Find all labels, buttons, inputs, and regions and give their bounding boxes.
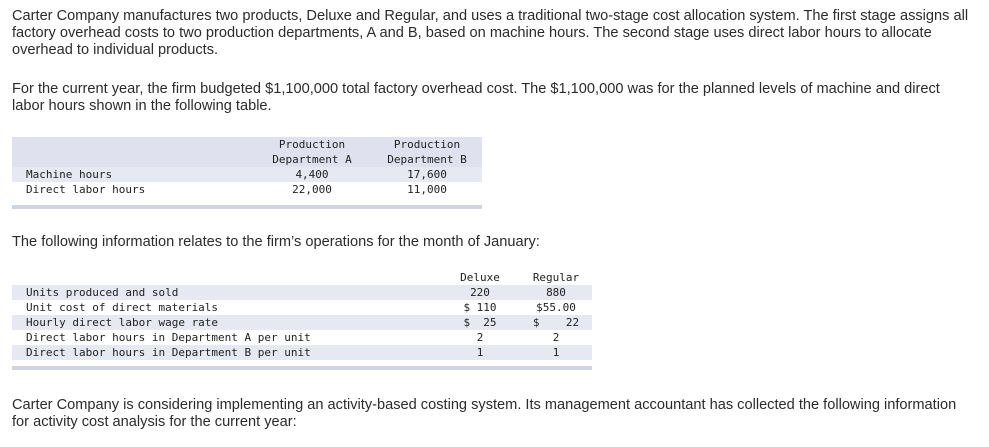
table-row: Direct labor hours in Department B per u… [12, 345, 592, 360]
row-label: Hourly direct labor wage rate [26, 316, 219, 329]
row-label: Direct labor hours in Department B per u… [26, 346, 311, 359]
row-value-a: 22,000 [292, 183, 332, 196]
row-value-regular: 1 [552, 346, 560, 359]
budget-paragraph: For the current year, the firm budgeted … [12, 81, 940, 114]
table-bottom-rule [12, 366, 592, 370]
row-value-deluxe: 2 [476, 331, 484, 344]
row-label: Machine hours [26, 168, 113, 181]
row-value-b: 11,000 [407, 183, 447, 196]
row-value-a: 4,400 [295, 168, 329, 181]
row-value-b: 17,600 [407, 168, 447, 181]
row-value-regular: $55.00 [536, 301, 576, 314]
table-header-bg [12, 137, 482, 167]
row-value-regular: $ 22 [532, 316, 580, 329]
table-row: Units produced and sold 220 880 [12, 285, 592, 300]
row-value-regular: 2 [552, 331, 560, 344]
abc-paragraph: Carter Company is considering implementi… [12, 397, 957, 430]
header-deluxe: Deluxe [460, 271, 500, 284]
january-paragraph: The following information relates to the… [12, 234, 540, 250]
table-row: Machine hours 4,400 17,600 [12, 167, 482, 182]
table-row: Hourly direct labor wage rate $ 25 $ 22 [12, 315, 592, 330]
intro-paragraph: Carter Company manufactures two products… [12, 8, 969, 58]
table-row: Direct labor hours 22,000 11,000 [12, 182, 482, 197]
row-value-regular: 880 [546, 286, 566, 299]
row-value-deluxe: $ 25 [463, 316, 497, 329]
row-value-deluxe: 220 [470, 286, 490, 299]
product-info-table: Deluxe Regular Units produced and sold 2… [12, 270, 592, 376]
row-value-deluxe: $ 110 [463, 301, 497, 314]
row-label: Units produced and sold [26, 286, 179, 299]
row-value-deluxe: 1 [476, 346, 484, 359]
table-bottom-rule [12, 205, 482, 209]
table-row: Direct labor hours in Department A per u… [12, 330, 592, 345]
header-dept-a: Production Department A [272, 138, 352, 166]
table-row: Unit cost of direct materials $ 110 $55.… [12, 300, 592, 315]
overhead-hours-table: Production Department A Production Depar… [12, 137, 482, 212]
header-dept-b: Production Department B [387, 138, 467, 166]
row-label: Direct labor hours in Department A per u… [26, 331, 311, 344]
header-regular: Regular [532, 271, 580, 284]
row-label: Unit cost of direct materials [26, 301, 219, 314]
row-label: Direct labor hours [26, 183, 146, 196]
